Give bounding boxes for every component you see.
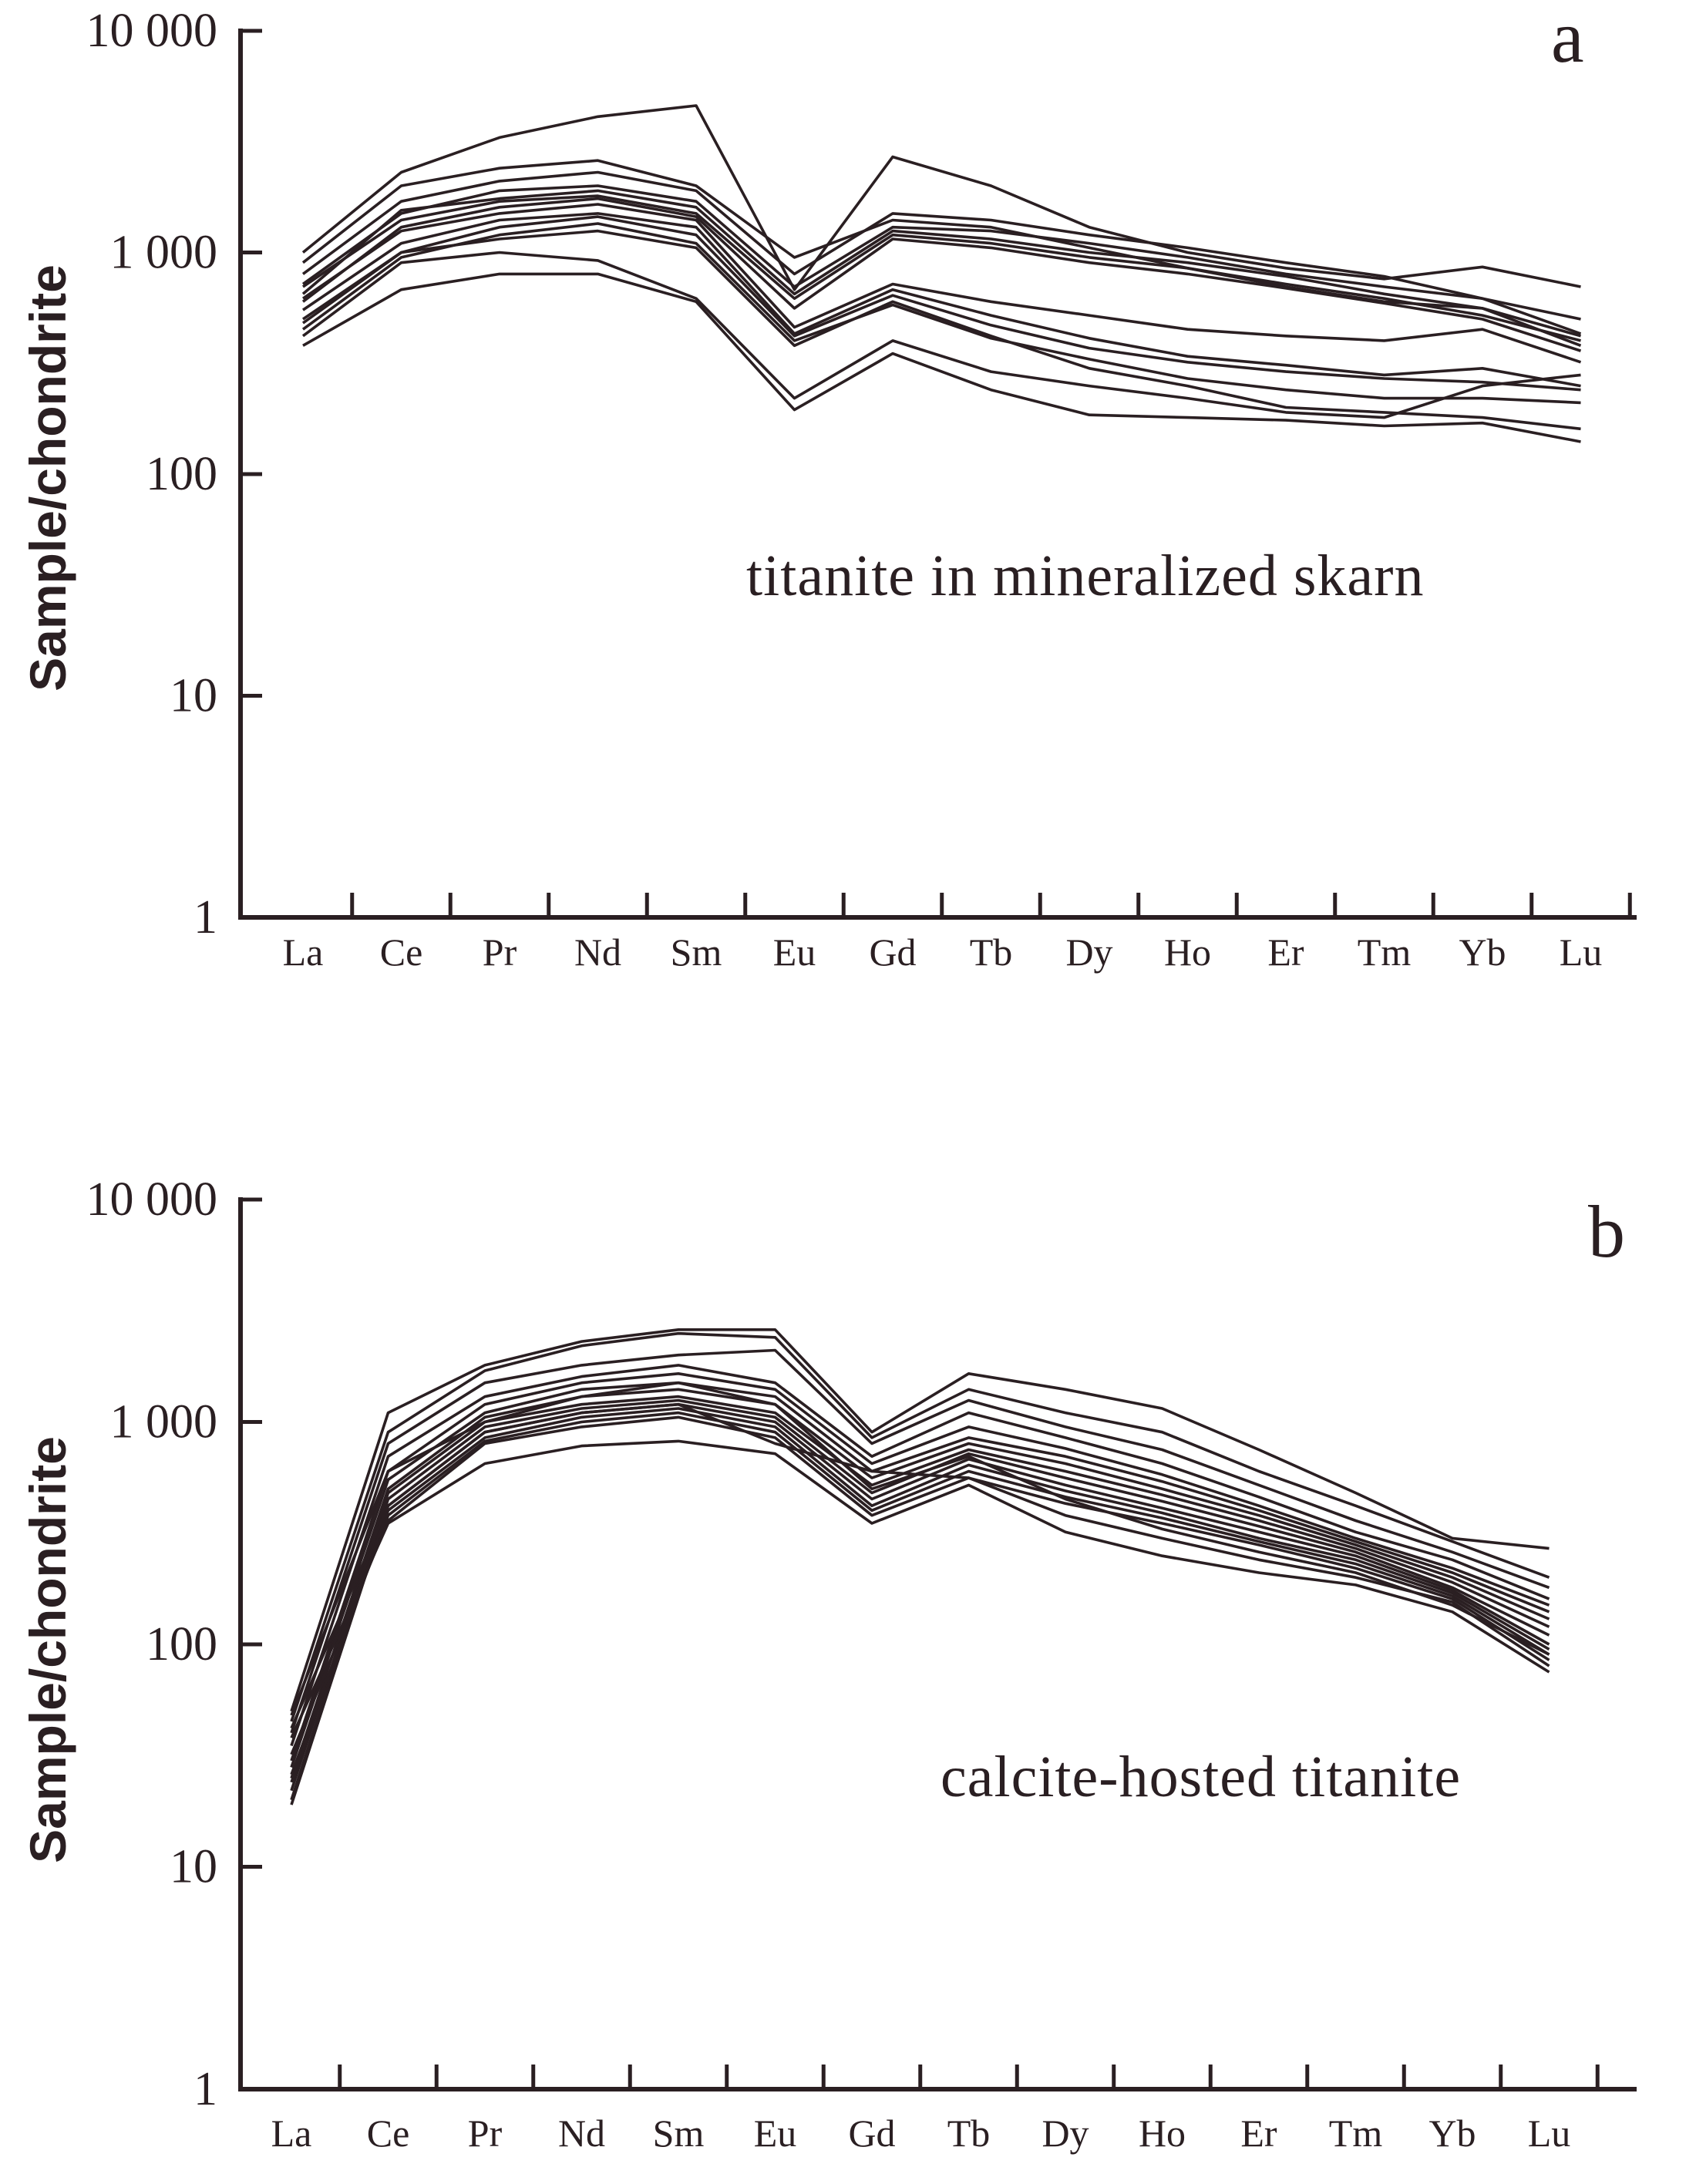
series-line (302, 272, 1581, 443)
x-tick-label: Tm (1358, 930, 1412, 974)
series-line (290, 1402, 1550, 1729)
x-tick-label: La (271, 2112, 312, 2155)
series-line (290, 1439, 1550, 1738)
x-tick-label: Eu (773, 930, 816, 974)
y-axis-title-b: Sample/chondrite (19, 1436, 76, 1863)
series-line (290, 1407, 1550, 1783)
panel-label-b: b (1588, 1190, 1625, 1273)
series-line (301, 197, 1582, 352)
series-line (290, 1388, 1550, 1779)
y-tick-label: 10 (170, 1841, 217, 1893)
x-tick-label: Nd (558, 2112, 605, 2155)
annotation-a: titanite in mineralized skarn (746, 543, 1424, 608)
series-line (290, 1328, 1550, 1712)
x-tick-label: Lu (1528, 2112, 1571, 2155)
series-line (301, 104, 1581, 291)
x-tick-label: Pr (468, 2112, 503, 2155)
y-tick-label: 1 000 (110, 1396, 218, 1449)
x-tick-label: Pr (483, 930, 517, 974)
series-line (290, 1331, 1550, 1722)
series-line (301, 222, 1581, 405)
x-tick-label: Lu (1560, 930, 1603, 974)
series-line (290, 1372, 1550, 1762)
x-tick-label: Yb (1459, 930, 1506, 974)
y-tick-label: 1 (193, 891, 217, 944)
axis-a (238, 29, 1637, 920)
y-tick-label: 10 000 (86, 5, 218, 57)
series-line (301, 229, 1581, 431)
x-tick-label: Er (1240, 2112, 1277, 2155)
axis-b (238, 1197, 1637, 2091)
y-tick-label: 100 (146, 1618, 217, 1671)
y-axis-title-a: Sample/chondrite (19, 264, 76, 692)
x-tick-label: Gd (848, 2112, 895, 2155)
x-tick-label: Nd (574, 930, 621, 974)
x-tick-label: Tb (947, 2112, 991, 2155)
series-line (290, 1348, 1550, 1734)
series-line (301, 251, 1581, 419)
x-tick-label: Gd (869, 930, 916, 974)
chart-panel-b: 1 10 100 1 000 10 000 La Ce Pr Nd Sm Eu Gd Tb Dy Ho Er… (19, 1173, 1637, 2155)
series-line (301, 215, 1581, 392)
x-tick-label: Sm (671, 930, 722, 974)
series-line (290, 1364, 1550, 1747)
y-tick-label: 10 (170, 670, 217, 722)
x-tick-label: La (283, 930, 324, 974)
x-tick-label: Dy (1065, 930, 1112, 974)
x-tick-label: Yb (1428, 2112, 1476, 2155)
x-tick-label: Ce (380, 930, 423, 974)
x-tick-label: Eu (754, 2112, 797, 2155)
series-line (301, 203, 1582, 364)
series-line (301, 170, 1581, 321)
annotation-b: calcite-hosted titanite (941, 1745, 1461, 1809)
x-tick-label: Sm (653, 2112, 705, 2155)
x-tick-label: Tm (1329, 2112, 1383, 2155)
x-tick-label: Tb (970, 930, 1013, 974)
series-line (290, 1381, 1550, 1716)
series-line (290, 1415, 1550, 1755)
chart-panel-a: 1 10 100 1 000 10 000 La Ce Pr Nd Sm Eu Gd Tb Dy Ho Er… (19, 0, 1637, 974)
x-tick-label: Ho (1164, 930, 1211, 974)
series-line (290, 1381, 1550, 1768)
x-tick-label: Er (1267, 930, 1304, 974)
series-line (301, 184, 1582, 335)
series-line (301, 189, 1582, 347)
y-tick-label: 1 (193, 2063, 217, 2115)
x-tick-label: Dy (1041, 2112, 1089, 2155)
series-line (301, 194, 1581, 342)
series-line (290, 1411, 1550, 1775)
x-tick-label: Ce (367, 2112, 410, 2155)
x-tick-label: Ho (1139, 2112, 1186, 2155)
series-line (301, 212, 1581, 388)
y-tick-label: 100 (146, 448, 217, 500)
panel-label-a: a (1551, 0, 1584, 78)
y-tick-label: 10 000 (86, 1173, 218, 1226)
series-line (301, 159, 1581, 338)
y-tick-label: 1 000 (110, 227, 218, 279)
